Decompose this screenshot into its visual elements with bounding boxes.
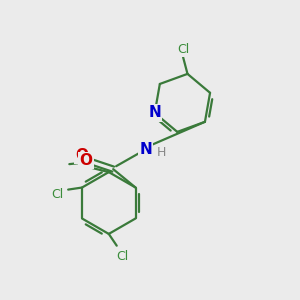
Text: O: O	[80, 153, 93, 168]
Text: N: N	[148, 106, 161, 121]
Text: N: N	[139, 142, 152, 158]
Text: Cl: Cl	[51, 188, 63, 200]
Text: H: H	[157, 146, 167, 159]
Text: Cl: Cl	[177, 43, 189, 56]
Text: O: O	[75, 148, 88, 163]
Text: Cl: Cl	[116, 250, 128, 262]
